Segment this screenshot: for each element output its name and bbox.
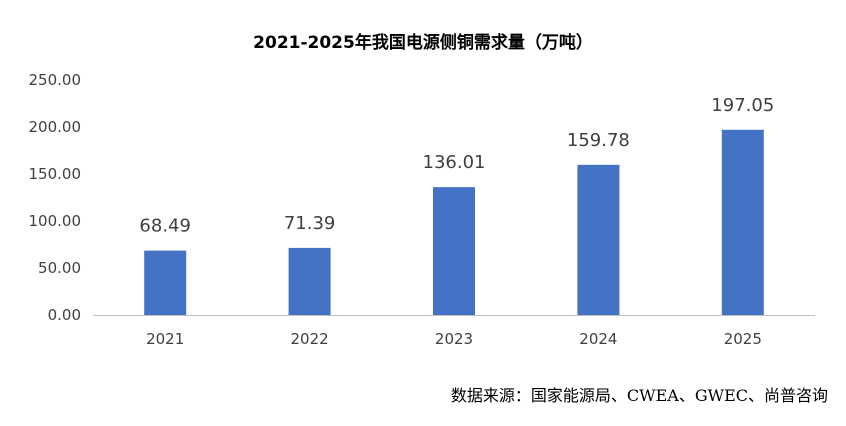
chart-title: 2021-2025年我国电源侧铜需求量（万吨） bbox=[253, 33, 593, 53]
y-tick-label: 200.00 bbox=[29, 118, 82, 136]
bars bbox=[144, 129, 764, 315]
x-tick-label-2021: 2021 bbox=[146, 330, 184, 348]
y-tick-label: 100.00 bbox=[29, 212, 82, 230]
bar-2022 bbox=[288, 247, 331, 315]
data-label-2024: 159.78 bbox=[567, 130, 630, 151]
x-tick-label-2023: 2023 bbox=[435, 330, 473, 348]
bar-2025 bbox=[721, 129, 764, 315]
data-label-2022: 71.39 bbox=[284, 213, 336, 234]
data-label-2021: 68.49 bbox=[139, 216, 191, 237]
bar-2023 bbox=[433, 187, 475, 315]
x-axis-ticks: 2021 2022 2023 2024 2025 bbox=[146, 330, 762, 348]
y-tick-label: 150.00 bbox=[29, 165, 82, 183]
y-tick-label: 250.00 bbox=[29, 71, 82, 89]
x-tick-label-2025: 2025 bbox=[724, 330, 762, 348]
bar-2024 bbox=[577, 164, 620, 315]
data-label-2025: 197.05 bbox=[711, 95, 774, 116]
x-tick-label-2024: 2024 bbox=[579, 330, 617, 348]
bar-2021 bbox=[144, 250, 187, 315]
y-axis-ticks: 0.00 50.00 100.00 150.00 200.00 250.00 bbox=[29, 71, 82, 324]
source-note: 数据来源：国家能源局、CWEA、GWEC、尚普咨询 bbox=[450, 386, 828, 405]
x-tick-label-2022: 2022 bbox=[291, 330, 329, 348]
y-tick-label: 50.00 bbox=[38, 259, 81, 277]
y-tick-label: 0.00 bbox=[48, 306, 81, 324]
data-labels: 68.49 71.39 136.01 159.78 197.05 bbox=[139, 95, 774, 237]
data-label-2023: 136.01 bbox=[423, 152, 486, 173]
